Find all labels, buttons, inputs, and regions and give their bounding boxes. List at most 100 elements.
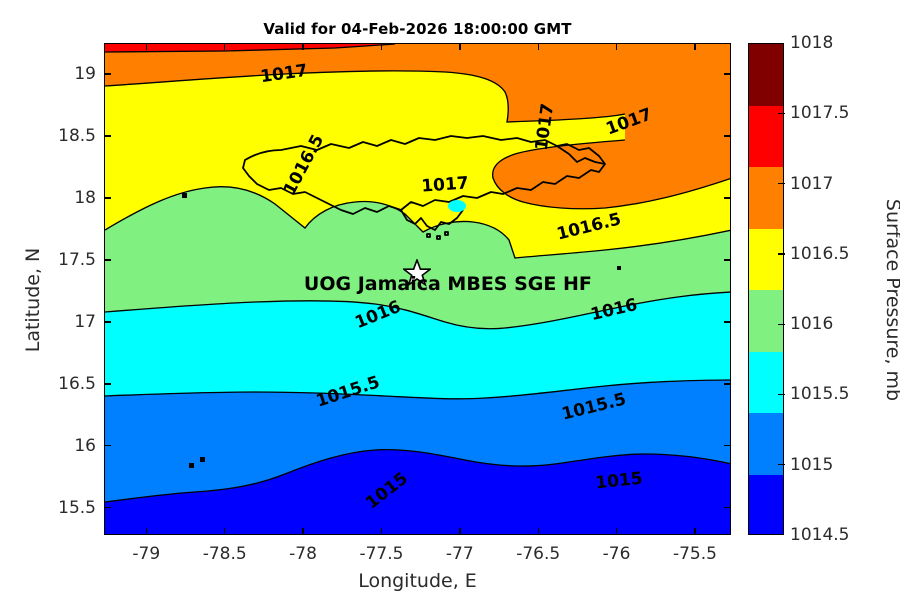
y-tick-label: 18 [74, 187, 96, 208]
colorbar-segment [749, 290, 783, 352]
x-tick-top [537, 43, 539, 50]
y-tick-label: 15.5 [58, 497, 96, 518]
contour-line-1017-east [491, 139, 730, 210]
x-tick-top [302, 43, 304, 50]
y-tick [104, 135, 111, 137]
colorbar-tick-label: 1017 [790, 173, 834, 194]
y-tick-right [724, 73, 731, 75]
contour-line-1017-north [105, 70, 626, 123]
y-tick [104, 259, 111, 261]
colorbar-tick [778, 253, 785, 255]
chart-title: Valid for 04-Feb-2026 18:00:00 GMT [263, 20, 572, 38]
colorbar-tick [778, 182, 785, 185]
jamaica-east-tip [556, 145, 606, 165]
jamaica-south-detail [400, 209, 464, 231]
x-axis-title: Longitude, E [358, 570, 477, 592]
x-tick-top [459, 43, 461, 50]
contour-line-1017p5 [105, 44, 396, 53]
y-tick-label: 17 [74, 311, 96, 332]
y-tick [104, 321, 111, 323]
contour-line-1016 [105, 291, 730, 330]
x-tick-label: -78.5 [202, 544, 247, 564]
y-tick-right [724, 197, 731, 199]
band-1014p5 [105, 449, 730, 534]
x-tick [459, 528, 461, 535]
cay-pedro-b [189, 463, 194, 468]
station-label: UOG Jamaica MBES SGE HF [303, 273, 592, 296]
y-tick-label: 16.5 [58, 373, 96, 394]
y-tick-label: 17.5 [58, 249, 96, 270]
y-tick-right [724, 507, 731, 509]
x-tick-top [145, 43, 148, 50]
colorbar-tick-label: 1015.5 [790, 384, 850, 405]
x-tick [224, 528, 226, 535]
y-tick-right [724, 321, 731, 323]
x-tick-label: -77.5 [359, 544, 404, 564]
x-tick-label: -78 [289, 544, 317, 564]
x-tick-label: -79 [132, 544, 161, 564]
contour-line-1015p5 [105, 379, 730, 400]
y-tick [104, 445, 111, 447]
colorbar-tick-label: 1015 [790, 454, 834, 475]
x-tick [537, 528, 539, 535]
contour-lines [105, 44, 730, 503]
y-tick-label: 19 [74, 63, 96, 84]
y-tick [104, 507, 111, 509]
y-tick-right [724, 445, 731, 447]
colorbar-tick-label: 1017.5 [790, 103, 850, 124]
contour-canvas [105, 44, 730, 534]
y-tick [104, 383, 111, 385]
colorbar-tick-label: 1016 [790, 314, 834, 335]
cay-east-small [617, 266, 621, 270]
jamaica-islet-b [436, 235, 441, 240]
cay-pedro-a [200, 457, 205, 462]
y-tick [104, 73, 111, 75]
x-tick-top [380, 43, 383, 50]
inland-lake [448, 200, 467, 212]
colorbar-segment [749, 44, 783, 106]
x-tick [145, 528, 148, 535]
x-tick-top [694, 43, 696, 50]
y-tick-label: 18.5 [58, 125, 96, 146]
colorbar-tick [778, 323, 785, 325]
x-tick-label: -75.5 [672, 544, 717, 564]
x-tick-label: -77 [445, 544, 474, 564]
cay-navassa [182, 193, 187, 198]
x-tick-top [615, 43, 618, 50]
colorbar-tick [778, 464, 785, 466]
contour-line-1016p5 [105, 186, 730, 259]
y-tick [104, 197, 111, 199]
x-tick [302, 528, 304, 535]
jamaica-outline [242, 135, 606, 215]
y-tick-right [724, 383, 731, 385]
pressure-bands [105, 44, 730, 534]
band-1016p5 [105, 70, 730, 258]
x-tick-label: -76 [602, 544, 631, 564]
colorbar-tick [778, 393, 785, 396]
y-tick-right [724, 259, 731, 261]
contour-label: 1017 [420, 173, 470, 197]
x-tick [615, 528, 618, 535]
colorbar-tick-label: 1016.5 [790, 243, 850, 264]
colorbar-title: Surface Pressure, mb [882, 198, 900, 402]
jamaica-coastline [242, 135, 606, 240]
colorbar-segment [749, 105, 783, 167]
contour-line-1015 [105, 448, 730, 503]
colorbar [748, 43, 784, 535]
y-tick-right [724, 135, 731, 137]
band-1017p5 [105, 44, 395, 52]
x-tick-label: -76.5 [516, 544, 561, 564]
station-star-icon [402, 259, 431, 288]
contour-plot-area: 1017 1017 1017 1017 1016.5 1016.5 1016 1016 1015… [104, 43, 731, 535]
x-tick [694, 528, 696, 535]
colorbar-segment [749, 474, 783, 534]
colorbar-segment [749, 413, 783, 475]
colorbar-tick-label: 1014.5 [790, 525, 850, 545]
x-tick-top [224, 43, 226, 50]
colorbar-segment [749, 351, 783, 413]
x-tick [380, 528, 383, 535]
colorbar-tick [778, 112, 785, 114]
colorbar-segment [749, 228, 783, 290]
colorbar-tick-label: 1018 [790, 33, 834, 53]
